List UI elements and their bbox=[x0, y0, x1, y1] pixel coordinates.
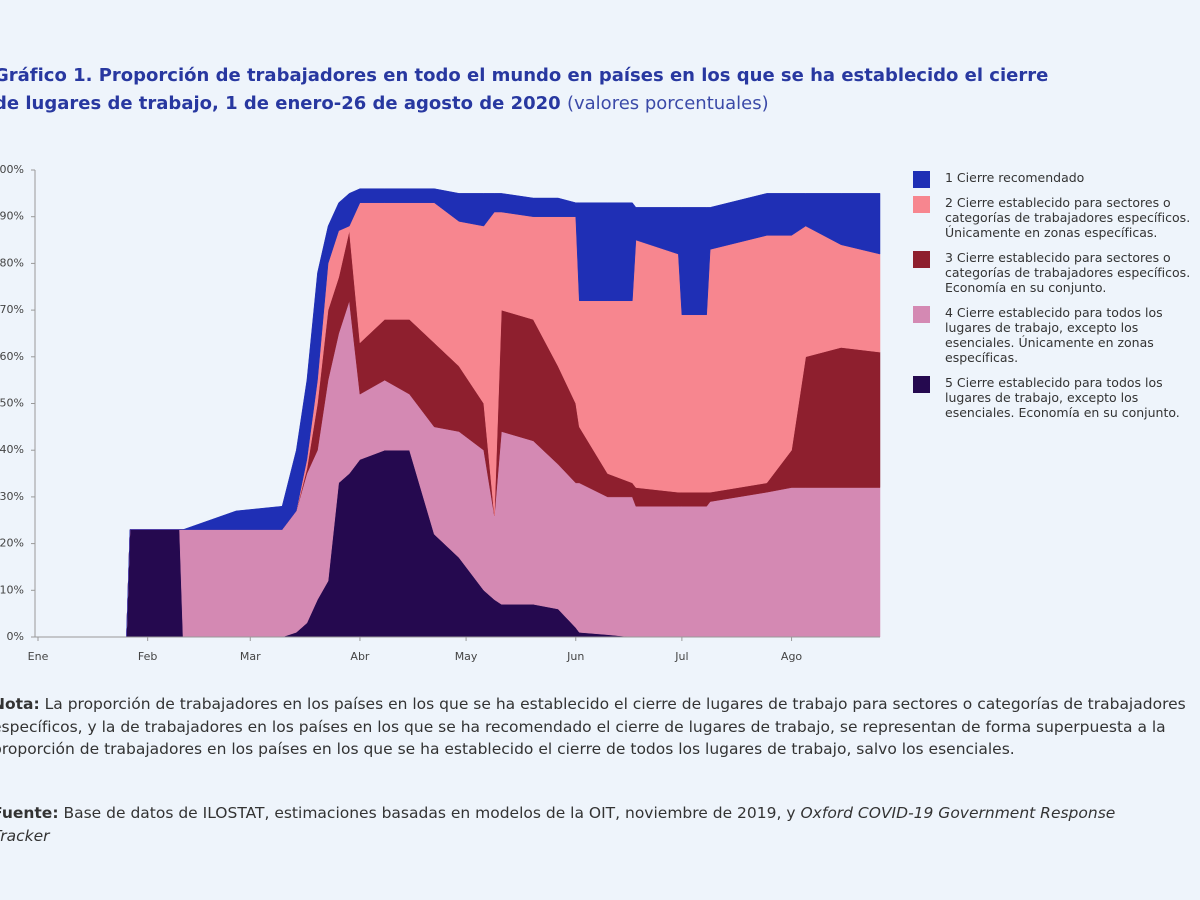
note-label: Nota: bbox=[0, 695, 40, 713]
x-tick-label: Feb bbox=[138, 650, 157, 663]
y-tick-label: 10% bbox=[0, 583, 24, 596]
legend: 1 Cierre recomendado 2 Cierre establecido… bbox=[913, 170, 1200, 430]
y-tick-label: 70% bbox=[0, 303, 24, 316]
chart-title: Gráfico 1. Proporción de trabajadores en… bbox=[0, 65, 1049, 114]
y-tick-label: 20% bbox=[0, 537, 24, 550]
legend-swatch bbox=[913, 306, 930, 323]
legend-swatch bbox=[913, 251, 930, 268]
y-tick-label: 100% bbox=[0, 163, 24, 176]
legend-label: 4 Cierre establecido para todos los luga… bbox=[945, 305, 1163, 365]
x-tick-label: May bbox=[455, 650, 478, 663]
area bbox=[38, 188, 881, 638]
chart-title-block: Gráfico 1. Proporción de trabajadores en… bbox=[0, 62, 1054, 118]
x-tick-label: Abr bbox=[350, 650, 370, 663]
y-tick-label: 0% bbox=[7, 630, 24, 643]
y-tick-label: 40% bbox=[0, 443, 24, 456]
source-label: Fuente: bbox=[0, 804, 59, 822]
legend-entry: 5 Cierre establecido para todos los luga… bbox=[913, 375, 1197, 420]
legend-label: 1 Cierre recomendado bbox=[945, 170, 1085, 185]
legend-entry: 1 Cierre recomendado bbox=[913, 170, 1197, 188]
note-text: La proporción de trabajadores en los paí… bbox=[0, 695, 1186, 758]
legend-label: 3 Cierre establecido para sectores o cat… bbox=[945, 250, 1191, 295]
legend-entry: 2 Cierre establecido para sectores o cat… bbox=[913, 195, 1197, 240]
y-tick-label: 60% bbox=[0, 350, 24, 363]
y-tick-label: 90% bbox=[0, 210, 24, 223]
legend-swatch bbox=[913, 376, 930, 393]
x-tick-label: Jul bbox=[674, 650, 688, 663]
y-tick-label: 80% bbox=[0, 256, 24, 269]
legend-swatch bbox=[913, 196, 930, 213]
source-italic: Oxford COVID-19 Government Response Trac… bbox=[0, 804, 1116, 845]
y-tick-label: 30% bbox=[0, 490, 24, 503]
chart-subtitle: (valores porcentuales) bbox=[566, 93, 769, 114]
legend-swatch bbox=[913, 171, 930, 188]
source: Fuente: Base de datos de ILOSTAT, estima… bbox=[0, 802, 1172, 847]
note: Nota: La proporción de trabajadores en l… bbox=[0, 693, 1200, 761]
source-text: Base de datos de ILOSTAT, estimaciones b… bbox=[63, 804, 796, 822]
legend-label: 2 Cierre establecido para sectores o cat… bbox=[945, 195, 1191, 240]
x-tick-label: Ago bbox=[781, 650, 803, 663]
legend-label: 5 Cierre establecido para todos los luga… bbox=[945, 375, 1180, 420]
x-tick-label: Ene bbox=[28, 650, 49, 663]
legend-entry: 4 Cierre establecido para todos los luga… bbox=[913, 305, 1197, 365]
legend-entry: 3 Cierre establecido para sectores o cat… bbox=[913, 250, 1197, 295]
y-tick-label: 50% bbox=[0, 397, 24, 410]
x-tick-label: Mar bbox=[240, 650, 261, 663]
x-tick-label: Jun bbox=[566, 650, 584, 663]
